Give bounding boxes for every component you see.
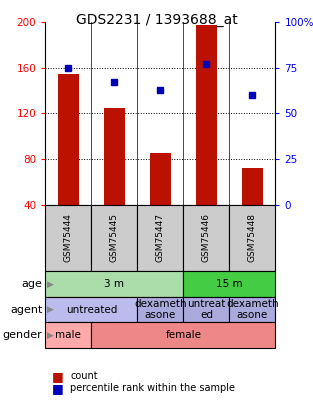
Bar — [58, 74, 79, 205]
Bar — [45, 205, 91, 271]
Text: dexameth
asone: dexameth asone — [134, 299, 187, 320]
Text: GSM75445: GSM75445 — [110, 213, 119, 262]
Text: count: count — [70, 371, 98, 381]
Text: untreat
ed: untreat ed — [187, 299, 226, 320]
Bar — [104, 108, 125, 205]
Text: GSM75448: GSM75448 — [248, 213, 257, 262]
Bar — [45, 271, 183, 297]
Bar — [91, 322, 275, 348]
Bar — [183, 297, 229, 322]
Bar — [183, 271, 275, 297]
Bar — [137, 297, 183, 322]
Text: ▶: ▶ — [47, 305, 54, 314]
Bar — [91, 205, 137, 271]
Text: ▶: ▶ — [47, 330, 54, 340]
Bar — [242, 168, 263, 205]
Text: age: age — [21, 279, 42, 289]
Text: percentile rank within the sample: percentile rank within the sample — [70, 384, 235, 393]
Bar — [229, 205, 275, 271]
Text: agent: agent — [10, 305, 42, 315]
Bar — [45, 322, 91, 348]
Bar — [45, 297, 137, 322]
Text: gender: gender — [3, 330, 42, 340]
Bar — [137, 205, 183, 271]
Text: GSM75444: GSM75444 — [64, 213, 73, 262]
Text: female: female — [165, 330, 202, 340]
Text: 3 m: 3 m — [105, 279, 124, 289]
Text: GDS2231 / 1393688_at: GDS2231 / 1393688_at — [76, 13, 237, 27]
Text: ■: ■ — [52, 382, 64, 395]
Text: dexameth
asone: dexameth asone — [226, 299, 279, 320]
Text: male: male — [55, 330, 81, 340]
Text: ▶: ▶ — [47, 279, 54, 289]
Text: untreated: untreated — [66, 305, 117, 315]
Text: GSM75447: GSM75447 — [156, 213, 165, 262]
Text: 15 m: 15 m — [216, 279, 243, 289]
Bar — [183, 205, 229, 271]
Text: GSM75446: GSM75446 — [202, 213, 211, 262]
Text: ■: ■ — [52, 370, 64, 383]
Bar — [196, 25, 217, 205]
Bar — [150, 153, 171, 205]
Bar — [229, 297, 275, 322]
